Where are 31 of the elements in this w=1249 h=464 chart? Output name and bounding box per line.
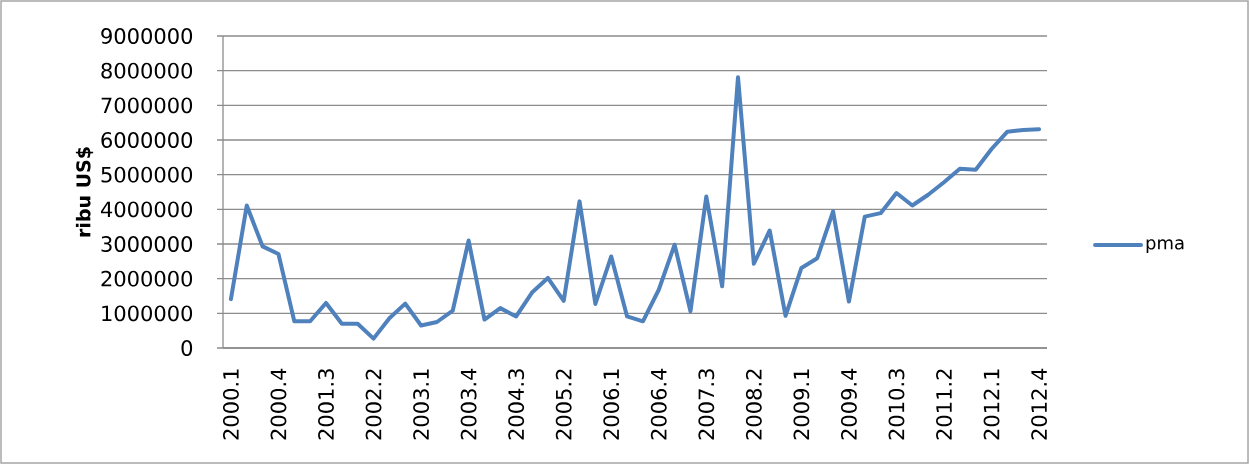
y-tick-label: 1000000 [102,305,193,322]
x-tick-label: 2012.1 [983,369,1000,440]
y-axis-title: ribu US$ [75,147,94,237]
y-tick-label: 4000000 [100,201,193,218]
x-tick-label: 2006.1 [603,369,620,440]
x-tick-label: 2009.4 [840,368,857,440]
legend-label: pma [1146,239,1184,254]
y-tick-label: 9000000 [101,28,193,44]
x-tick-label: 2002.2 [365,369,382,440]
x-tick-label: 2010.3 [888,369,905,440]
x-tick-label: 2008.2 [745,369,762,440]
x-tick-label: 2003.4 [460,368,477,440]
x-tick-label: 2001.3 [318,369,334,440]
x-tick-label: 2000.1 [222,369,239,440]
x-tick-label: 2004.3 [508,369,525,440]
x-tick-label: 2011.2 [936,369,952,440]
y-tick-label: 0 [181,340,193,356]
x-tick-label: 2006.4 [650,368,667,440]
y-tick-label: 8000000 [101,62,193,79]
x-tick-label: 2012.4 [1031,368,1048,440]
y-tick-label: 5000000 [101,166,193,183]
line-series [228,75,1042,341]
x-tick-label: 2007.3 [698,369,715,440]
x-tick-label: 2005.2 [555,369,572,440]
x-tick-label: 2003.1 [413,369,430,440]
x-tick-label: 2000.4 [270,368,287,440]
y-tick-label: 7000000 [101,97,193,114]
y-tick-label: 2000000 [101,270,193,287]
y-tick-label: 3000000 [101,236,193,252]
y-tick-label: 6000000 [101,132,193,148]
x-tick-label: 2009.1 [793,369,810,440]
